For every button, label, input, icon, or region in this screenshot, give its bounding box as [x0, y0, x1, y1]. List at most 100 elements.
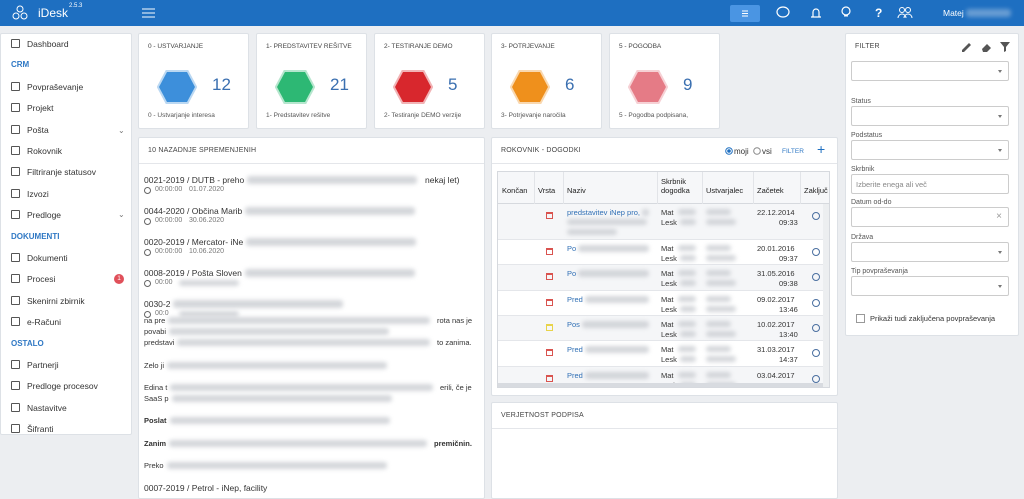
filter-select[interactable] [851, 61, 1009, 81]
table-row[interactable] [498, 316, 829, 341]
add-button[interactable]: + [817, 141, 826, 157]
item-time: 00:00:00 [155, 217, 183, 224]
open-icon[interactable] [812, 273, 820, 281]
body-text: Poslat [144, 416, 167, 425]
blurred-text [170, 417, 390, 424]
open-icon[interactable] [812, 248, 820, 256]
column-header[interactable]: Končan [502, 186, 528, 195]
section-header: DOKUMENTI [11, 231, 60, 241]
open-icon[interactable] [812, 349, 820, 357]
placeholder: Izberite enega ali več [856, 180, 927, 189]
menu-toggle[interactable] [142, 8, 155, 18]
menu-icon [11, 402, 20, 412]
dropdown-arrow [998, 285, 1002, 288]
item-title[interactable]: 0044-2020 / Občina Marib [144, 206, 243, 216]
owner: Mat [661, 208, 674, 217]
start-time: 13:46 [779, 305, 798, 314]
owner: Mat [661, 244, 674, 253]
menu-item[interactable]: Dokumenti [27, 253, 68, 263]
table-row[interactable] [498, 341, 829, 367]
item-title[interactable]: 0021-2019 / DUTB - preho [144, 175, 245, 185]
item-time: 00:0 [155, 310, 169, 317]
menu-item[interactable]: Šifranti [27, 424, 54, 435]
filter-date[interactable]: × [851, 207, 1009, 227]
menu-item[interactable]: Pošta [27, 124, 49, 135]
column-header[interactable]: Ustvarjalec [706, 186, 744, 195]
filter-text[interactable]: Izberite enega ali več [851, 174, 1009, 194]
event-type-icon [546, 324, 553, 331]
open-icon[interactable] [812, 212, 820, 220]
open-icon[interactable] [812, 375, 820, 383]
clock-icon [144, 249, 151, 256]
menu-icon [11, 253, 20, 262]
start-time: 09:33 [779, 218, 798, 227]
event-name[interactable]: Pred [567, 295, 583, 304]
event-name[interactable]: predstavitev iNep pro, [567, 208, 640, 217]
list-button[interactable] [730, 5, 760, 22]
start-time: 09:38 [779, 279, 798, 288]
item-title[interactable]: 0008-2019 / Pošta Sloven [144, 268, 242, 278]
table-row[interactable] [498, 291, 829, 316]
menu-item[interactable]: Izvozi [27, 188, 49, 199]
event-name[interactable]: Pred [567, 345, 583, 354]
blurred-text [167, 362, 387, 369]
filter-select[interactable] [851, 106, 1009, 126]
verjetnost-panel: VERJETNOST PODPISA [491, 402, 838, 499]
column-header[interactable]: Začetek [757, 186, 784, 195]
blurred-text [169, 440, 427, 447]
toolbar-icons[interactable]: ? [775, 5, 915, 21]
column-header[interactable]: Naziv [567, 186, 586, 195]
stat-card: 2- TESTIRANJE DEMO 5 2- Testiranje DEMO ve… [374, 33, 485, 129]
radio-label[interactable]: vsi [762, 147, 772, 156]
filter-select[interactable] [851, 242, 1009, 262]
clock-icon [144, 311, 151, 318]
menu-item[interactable]: Predloge procesov [27, 381, 98, 392]
menu-item[interactable]: Skenirni zbirnik [27, 295, 85, 306]
blurred-text [706, 255, 736, 261]
blurred-text [706, 306, 736, 312]
event-name[interactable]: Po [567, 269, 577, 278]
filter-select[interactable] [851, 276, 1009, 296]
recent-panel: 10 NAZADNJE SPREMENJENIH 0021-2019 / DUT… [138, 137, 485, 499]
radio-label[interactable]: moji [734, 147, 749, 156]
radio-on[interactable] [725, 147, 733, 155]
menu-item[interactable]: Povpraševanje [27, 81, 84, 92]
menu-item[interactable]: Dashboard [27, 39, 69, 49]
item-time: 00:00:00 [155, 186, 183, 193]
menu-item[interactable]: Predloge [27, 210, 62, 221]
filter-link[interactable]: FILTER [782, 148, 804, 155]
open-icon[interactable] [812, 299, 820, 307]
table-row[interactable] [498, 204, 829, 240]
menu-item[interactable]: Projekt [27, 103, 54, 114]
item-title[interactable]: 0020-2019 / Mercator- iNe [144, 237, 244, 247]
blurred-text [680, 306, 696, 312]
menu-item[interactable]: Partnerji [27, 360, 59, 370]
filter-select[interactable] [851, 140, 1009, 160]
stage-hexagon [393, 70, 433, 104]
column-header[interactable]: Vrsta [538, 186, 556, 195]
filter-tools[interactable] [960, 40, 1016, 52]
menu-item[interactable]: Procesi [27, 274, 56, 285]
table-row[interactable] [498, 265, 829, 291]
stage-hexagon [275, 70, 315, 104]
menu-item[interactable]: e-Računi [27, 317, 62, 328]
event-name[interactable]: Po [567, 244, 577, 253]
checkbox-label[interactable]: Prikaži tudi zaključena povpraševanja [870, 314, 996, 323]
table-row[interactable] [498, 240, 829, 265]
menu-item[interactable]: Nastavitve [27, 402, 67, 413]
radio-off[interactable] [753, 147, 761, 155]
event-name[interactable]: Pred [567, 371, 583, 380]
column-header[interactable]: Skrbnik dogodka [661, 177, 690, 195]
menu-item[interactable]: Filtriranje statusov [27, 167, 96, 178]
event-name[interactable]: Pos [567, 320, 580, 329]
filter-panel: FILTER Status Podstatus Skrbnik Izberite en… [845, 33, 1019, 336]
item-title[interactable]: 0030-2 [144, 299, 171, 309]
user-name[interactable]: Matej [943, 8, 964, 18]
table-row[interactable] [498, 367, 829, 387]
menu-item[interactable]: Rokovnik [27, 146, 62, 156]
open-icon[interactable] [812, 324, 820, 332]
body-text: na pre [144, 316, 166, 325]
item-title[interactable]: 0007-2019 / Petrol - iNep, facility [144, 483, 268, 493]
column-header[interactable]: Zaključ [804, 186, 828, 195]
checkbox[interactable] [856, 314, 865, 323]
